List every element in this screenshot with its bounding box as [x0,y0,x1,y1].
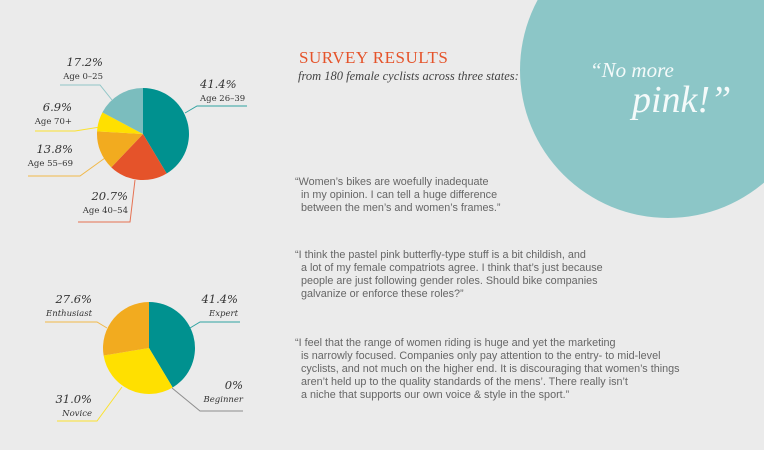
callout-quote-line2: pink!” [632,79,732,121]
leader-line-beginner [171,387,243,412]
page-subtitle: from 180 female cyclists across three st… [298,69,519,83]
quote-1: “Women’s bikes are woefully inadequate i… [295,176,501,214]
leader-line-novice [57,386,123,422]
category-label-enthusiast: Enthusiast [45,309,93,319]
pie-labels: 41.4% Age 26–39 20.7% Age 40–54 13.8% Age 55–… [27,55,247,422]
pie-slice-expert [149,302,195,388]
leader-line-age-55-69 [28,157,106,177]
leader-line-expert [189,321,240,329]
pie-slice-age-55-69 [97,131,143,168]
pie-slice-age-70- [97,112,143,134]
data-label-enthusiast: 27.6% [54,292,92,306]
pie-slice-age-40-54 [111,134,167,180]
category-label-novice: Novice [61,409,92,419]
pie-slice-age-0-25 [102,88,143,134]
leader-line-age-0-25 [60,84,113,101]
quote-2: “I think the pastel pink butterfly-type … [295,249,603,300]
callout-circle [520,0,764,218]
data-label-age-0-25: 17.2% [66,55,103,69]
leader-line-age-70- [35,126,101,132]
category-label-age-70-: Age 70+ [34,117,72,127]
category-label-beginner: Beginner [203,395,244,405]
data-label-expert: 41.4% [200,292,238,306]
pie-slice-age-26-39 [143,88,189,174]
data-label-novice: 31.0% [55,392,92,406]
data-label-age-40-54: 20.7% [90,189,128,203]
category-label-age-40-54: Age 40–54 [82,206,128,216]
age-pie-chart [97,88,189,180]
quote-3: “I feel that the range of women riding i… [295,337,680,401]
leader-line-age-40-54 [78,179,136,223]
data-label-beginner: 0% [225,378,243,392]
data-label-age-55-69: 13.8% [36,142,73,156]
category-label-age-0-25: Age 0–25 [62,72,103,82]
pie-slice-enthusiast [102,302,149,356]
callout-quote-line1: “No more [590,58,674,82]
leader-line-enthusiast [45,321,108,329]
data-label-age-70-: 6.9% [43,100,72,114]
category-label-age-55-69: Age 55–69 [27,159,73,169]
pie-slice-novice [103,348,173,394]
category-label-expert: Expert [208,309,239,319]
data-label-age-26-39: 41.4% [199,77,237,91]
category-label-age-26-39: Age 26–39 [199,94,245,104]
experience-pie-chart [102,302,195,394]
leader-line-age-26-39 [184,105,247,114]
page-title: SURVEY RESULTS [299,48,449,67]
